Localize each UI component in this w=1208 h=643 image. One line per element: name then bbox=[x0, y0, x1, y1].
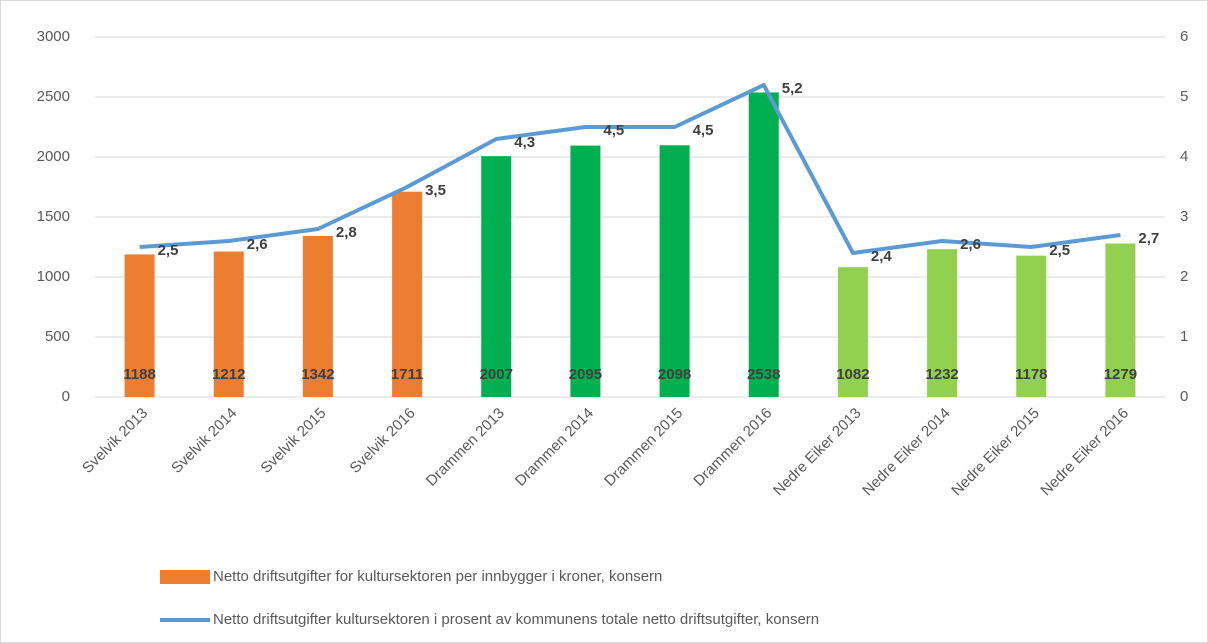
data-label: 1232 bbox=[925, 366, 958, 383]
y-tick-label: 1000 bbox=[37, 268, 70, 285]
y2-tick-label: 5 bbox=[1180, 88, 1188, 105]
y2-tick-label: 1 bbox=[1180, 328, 1188, 345]
data-label: 5,2 bbox=[782, 80, 803, 97]
bar bbox=[124, 254, 155, 397]
data-label: 1279 bbox=[1104, 366, 1137, 383]
bar bbox=[481, 156, 512, 397]
bar bbox=[748, 92, 779, 397]
data-label: 2538 bbox=[747, 366, 780, 383]
y-tick-label: 2000 bbox=[37, 148, 70, 165]
data-label: 2098 bbox=[658, 366, 691, 383]
data-label: 2,6 bbox=[247, 236, 268, 253]
bar bbox=[302, 235, 333, 397]
y2-tick-label: 0 bbox=[1180, 388, 1188, 405]
y2-tick-label: 6 bbox=[1180, 28, 1188, 45]
legend-label: Netto driftsutgifter for kultursektoren … bbox=[213, 568, 662, 585]
data-label: 1711 bbox=[391, 366, 424, 383]
data-label: 2,5 bbox=[158, 242, 179, 259]
legend-label: Netto driftsutgifter kultursektoren i pr… bbox=[213, 611, 819, 628]
data-label: 2095 bbox=[569, 366, 602, 383]
data-label: 1188 bbox=[123, 366, 156, 383]
y-tick-label: 0 bbox=[62, 388, 70, 405]
y-tick-label: 2500 bbox=[37, 88, 70, 105]
bar bbox=[392, 191, 423, 397]
data-label: 2,6 bbox=[960, 236, 981, 253]
y2-tick-label: 4 bbox=[1180, 148, 1188, 165]
data-label: 2,5 bbox=[1049, 242, 1070, 259]
data-label: 2007 bbox=[480, 366, 513, 383]
line bbox=[139, 83, 1121, 255]
bar bbox=[927, 249, 958, 397]
data-label: 1212 bbox=[212, 366, 245, 383]
data-label: 4,5 bbox=[603, 122, 624, 139]
y2-tick-label: 2 bbox=[1180, 268, 1188, 285]
data-label: 1082 bbox=[836, 366, 869, 383]
data-label: 2,4 bbox=[871, 248, 893, 265]
bar bbox=[213, 251, 244, 397]
bar bbox=[1016, 255, 1047, 397]
y-tick-label: 1500 bbox=[37, 208, 70, 225]
data-label: 4,5 bbox=[693, 122, 714, 139]
bar bbox=[659, 145, 690, 397]
y-tick-label: 3000 bbox=[37, 28, 70, 45]
data-label: 3,5 bbox=[425, 182, 446, 199]
y2-tick-label: 3 bbox=[1180, 208, 1188, 225]
data-label: 2,7 bbox=[1138, 230, 1159, 247]
legend-swatch bbox=[160, 570, 210, 584]
bar bbox=[1105, 243, 1136, 397]
data-label: 2,8 bbox=[336, 224, 357, 241]
bar bbox=[570, 145, 601, 397]
data-label: 4,3 bbox=[514, 134, 535, 151]
data-label: 1178 bbox=[1015, 366, 1048, 383]
data-label: 1342 bbox=[301, 366, 334, 383]
y-tick-label: 500 bbox=[45, 328, 70, 345]
bar bbox=[837, 267, 868, 397]
